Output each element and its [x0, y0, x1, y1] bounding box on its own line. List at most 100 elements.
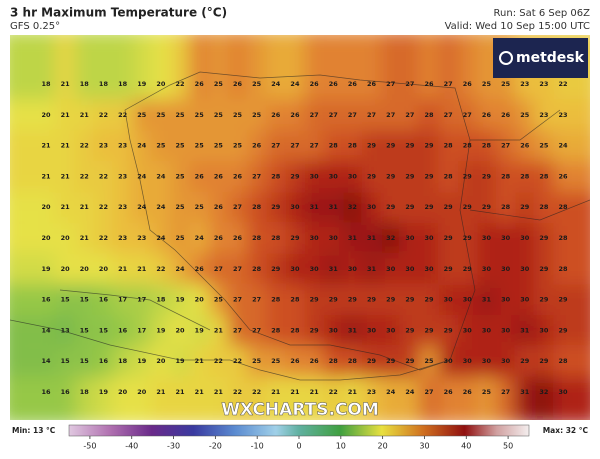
temperature-value: 29	[386, 172, 396, 180]
temperature-cell	[74, 161, 94, 192]
temperature-cell	[93, 345, 114, 377]
temperature-value: 24	[195, 234, 205, 242]
temperature-cell	[247, 345, 267, 377]
temperature-value: 28	[271, 234, 281, 242]
temperature-value: 26	[233, 234, 243, 242]
temperature-value: 27	[501, 388, 510, 396]
temperature-cell	[496, 222, 516, 254]
temperature-cell	[419, 130, 439, 161]
temperature-value: 16	[99, 296, 109, 304]
temperature-value: 29	[329, 296, 339, 304]
temperature-cell	[227, 253, 248, 285]
temperature-cell	[476, 35, 497, 100]
temperature-value: 29	[386, 357, 396, 365]
temperature-cell	[266, 376, 286, 420]
temperature-cell	[189, 345, 209, 377]
temperature-cell	[208, 284, 228, 315]
temperature-value: 27	[444, 80, 453, 88]
temperature-value: 16	[118, 326, 128, 334]
temperature-value: 30	[348, 172, 358, 180]
temperature-value: 18	[41, 80, 51, 88]
temperature-cell	[151, 253, 171, 285]
borders	[10, 71, 590, 381]
temperature-value: 22	[252, 388, 261, 396]
temperature-value: 29	[482, 203, 492, 211]
temperature-cell	[189, 191, 209, 223]
temperature-value: 29	[405, 357, 415, 365]
temperature-cell	[170, 35, 190, 100]
temperature-cell	[534, 284, 554, 315]
temperature-cell	[93, 191, 114, 223]
colorbar-tick-label: -20	[209, 442, 222, 451]
temperature-cell	[74, 222, 94, 254]
temperature-value: 21	[61, 203, 71, 211]
temperature-value: 20	[156, 80, 166, 88]
temperature-value: 26	[214, 172, 224, 180]
temperature-value: 22	[80, 172, 89, 180]
temperature-value: 21	[214, 326, 224, 334]
temperature-value: 29	[386, 203, 396, 211]
temperature-value: 20	[61, 234, 71, 242]
temperature-value: 30	[367, 326, 377, 334]
temperature-cell	[208, 376, 228, 420]
temperature-value: 21	[80, 234, 90, 242]
temperature-cell	[496, 284, 516, 315]
temperature-cell	[342, 161, 362, 192]
temperature-cell	[496, 345, 516, 377]
temperature-value: 30	[520, 296, 530, 304]
temperature-value: 26	[329, 80, 339, 88]
temperature-value: 29	[367, 172, 377, 180]
temperature-cell	[132, 284, 152, 315]
temperature-cell	[515, 376, 535, 420]
temperature-cell	[515, 191, 535, 223]
temperature-value: 30	[482, 357, 492, 365]
temperature-cell	[476, 99, 497, 131]
temperature-value: 27	[252, 172, 261, 180]
temperature-value: 29	[367, 142, 377, 150]
temperature-cell	[247, 130, 267, 161]
temperature-value: 31	[348, 234, 358, 242]
temperature-value: 21	[61, 80, 71, 88]
temperature-cell	[342, 222, 362, 254]
temperature-value: 21	[348, 388, 358, 396]
temperature-cell	[247, 161, 267, 192]
temperature-cell	[323, 161, 343, 192]
colorbar-ticks: -50 -40 -30 -20 -10 0 10 20 30 40 50	[83, 436, 513, 451]
temperature-value: 22	[214, 357, 223, 365]
temperature-cell	[266, 161, 286, 192]
temperature-cell	[419, 315, 439, 346]
temperature-value: 23	[118, 142, 127, 150]
temperature-cell	[189, 376, 209, 420]
temperature-value: 31	[482, 296, 492, 304]
temperature-cell	[132, 253, 152, 285]
temperature-value: 28	[463, 142, 473, 150]
logo-box	[493, 38, 588, 78]
temperature-value: 13	[61, 326, 70, 334]
temperature-value: 19	[176, 296, 186, 304]
temperature-cell	[93, 161, 114, 192]
temperature-cell	[323, 35, 343, 100]
temperature-cell	[132, 345, 152, 377]
temperature-cell	[170, 161, 190, 192]
temperature-cell	[285, 130, 305, 161]
temperature-cell	[515, 161, 535, 192]
temperature-value: 26	[463, 388, 473, 396]
temperature-cell	[457, 315, 477, 346]
run: Run: Sat 6 Sep 06Z	[494, 8, 591, 19]
colorbar-tick-label: -30	[167, 442, 180, 451]
temperature-cell	[304, 99, 324, 131]
temperature-value: 26	[195, 265, 205, 273]
temperature-cell	[457, 376, 477, 420]
temperature-cell	[400, 284, 420, 315]
temperature-value: 25	[176, 111, 186, 119]
temperature-cell	[113, 315, 133, 346]
temperature-cell	[361, 99, 382, 131]
temperature-value: 29	[405, 296, 415, 304]
temperature-value: 21	[271, 388, 281, 396]
temperature-cell	[381, 284, 401, 315]
temperature-value: 23	[559, 111, 568, 119]
temperature-cell	[304, 315, 324, 346]
temperature-value: 29	[424, 326, 434, 334]
temperature-value: 29	[405, 172, 415, 180]
